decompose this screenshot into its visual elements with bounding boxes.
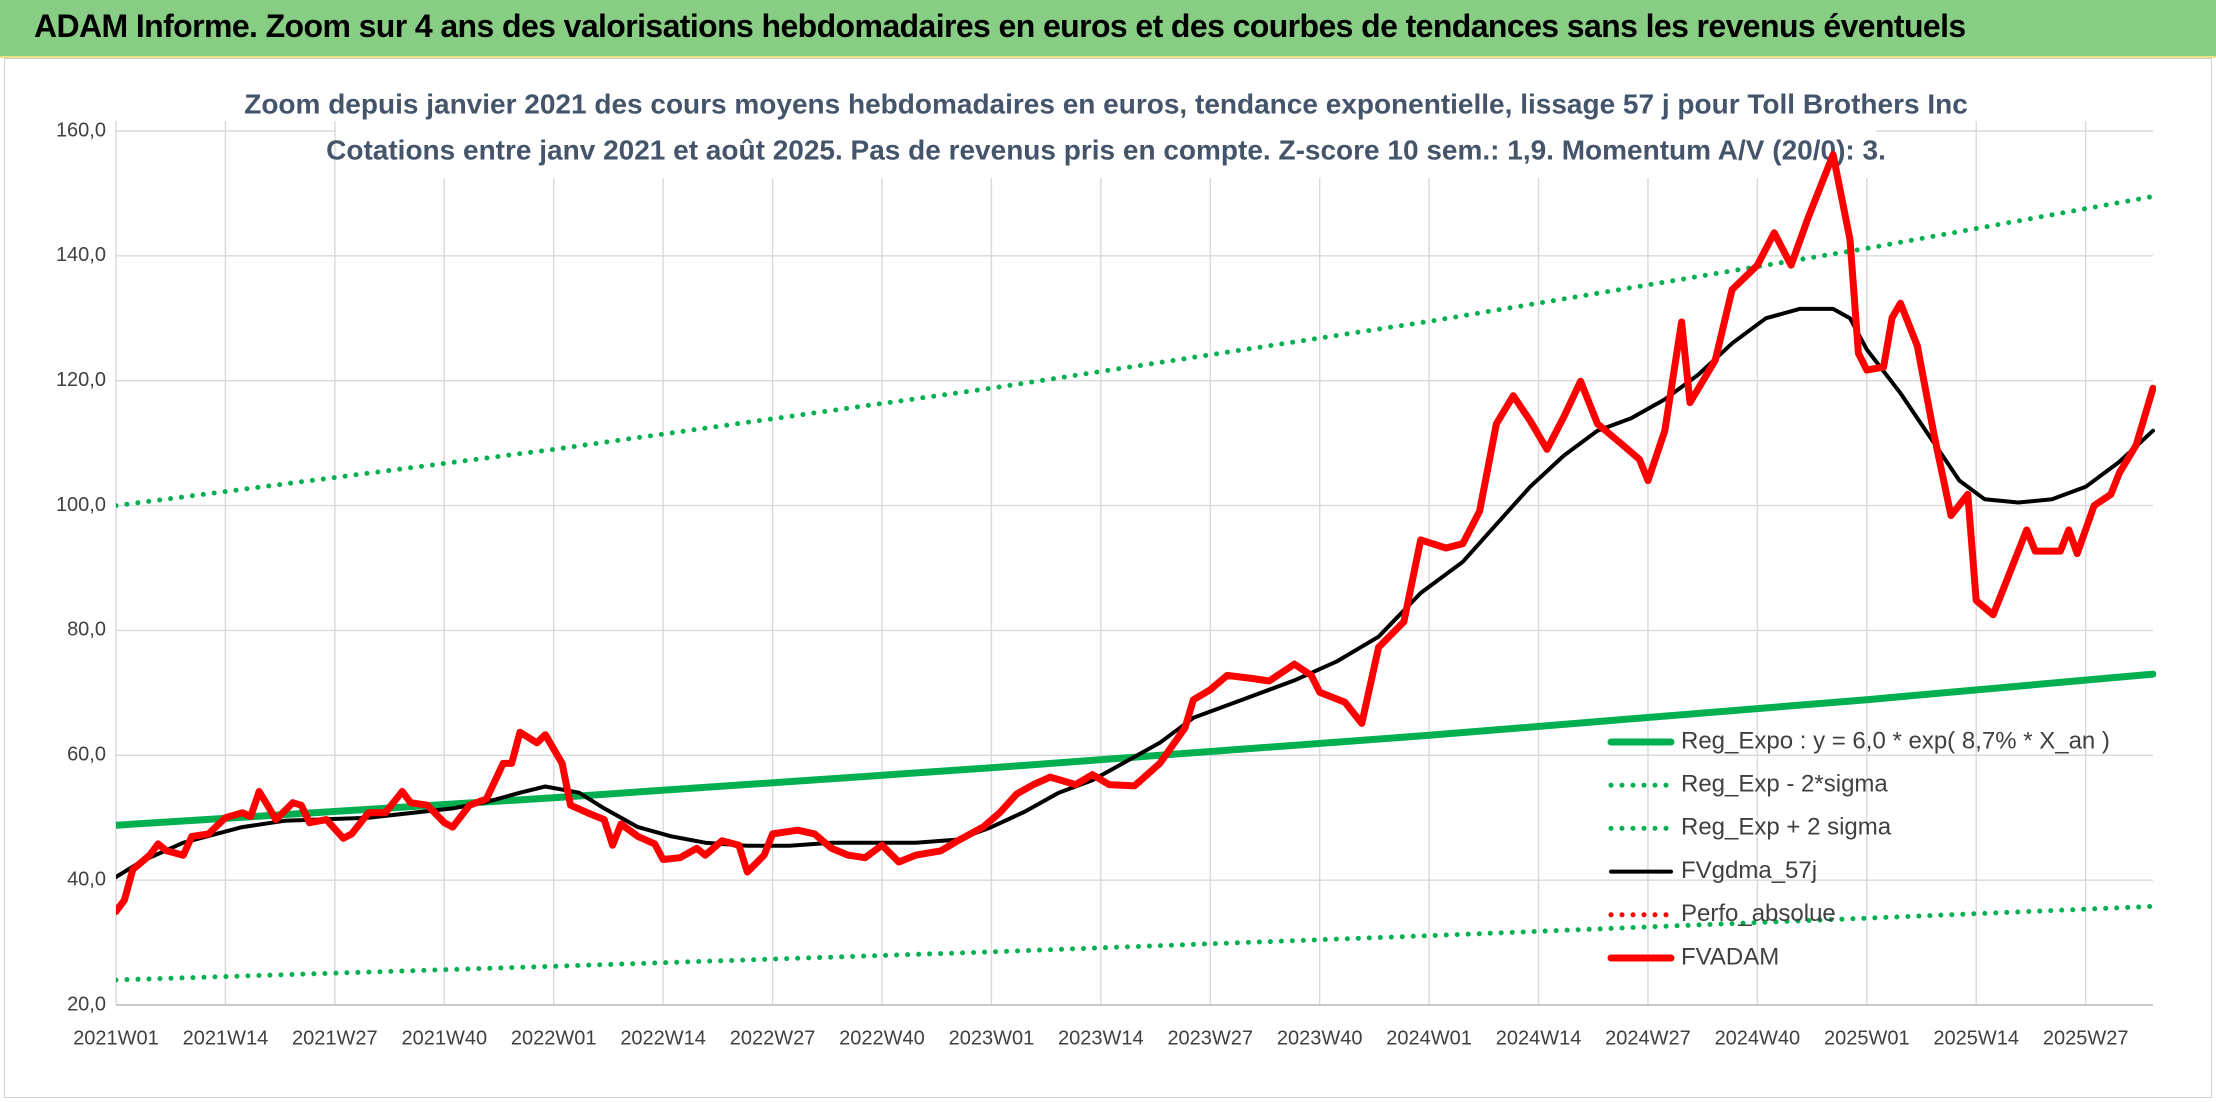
legend-label: FVADAM	[1681, 943, 1779, 970]
x-tick-label: 2023W01	[949, 1027, 1035, 1049]
y-tick-label: 120,0	[56, 369, 106, 391]
series-line	[116, 903, 2156, 983]
x-tick-label: 2024W27	[1605, 1027, 1691, 1049]
x-tick-label: 2022W14	[620, 1027, 706, 1049]
x-tick-label: 2021W40	[401, 1027, 487, 1049]
x-tick-label: 2024W01	[1386, 1027, 1472, 1049]
x-tick-label: 2024W14	[1496, 1027, 1582, 1049]
x-tick-label: 2022W27	[730, 1027, 816, 1049]
title-box	[336, 88, 1876, 178]
y-tick-label: 100,0	[56, 494, 106, 516]
y-tick-label: 160,0	[56, 119, 106, 141]
x-tick-label: 2025W14	[1933, 1027, 2019, 1049]
x-tick-label: 2023W14	[1058, 1027, 1144, 1049]
series-line	[116, 306, 2155, 879]
x-tick-label: 2025W01	[1824, 1027, 1910, 1049]
y-tick-label: 140,0	[56, 244, 106, 266]
banner: ADAM Informe. Zoom sur 4 ans des valoris…	[0, 0, 2216, 58]
y-tick-label: 20,0	[67, 993, 106, 1015]
legend-label: Reg_Expo : y = 6,0 * exp( 8,7% * X_an )	[1681, 727, 2110, 754]
legend-label: Reg_Exp - 2*sigma	[1681, 771, 1888, 798]
legend-label: Perfo_absolue	[1681, 900, 1836, 927]
frame	[4, 58, 2212, 1098]
y-tick-label: 60,0	[67, 744, 106, 766]
legend: Reg_Expo : y = 6,0 * exp( 8,7% * X_an ) R…	[1607, 727, 2110, 970]
legend-label: FVgdma_57j	[1681, 857, 1817, 884]
page-title: ADAM Informe. Zoom sur 4 ans des valoris…	[34, 8, 1966, 44]
grid: 20,0 40,0 60,0 80,0 100,0 120,0 140,0 160,0 2021…	[56, 119, 2153, 1049]
chart-subtitle: Cotations entre janv 2021 et août 2025. …	[326, 134, 1886, 165]
x-tick-label: 2022W40	[839, 1027, 925, 1049]
y-tick-label: 80,0	[67, 619, 106, 641]
x-tick-label: 2023W27	[1167, 1027, 1253, 1049]
plot	[116, 151, 2156, 983]
series-line	[116, 151, 2156, 915]
x-tick-label: 2022W01	[511, 1027, 597, 1049]
y-tick-label: 40,0	[67, 868, 106, 890]
x-tick-label: 2021W14	[183, 1027, 269, 1049]
x-tick-label: 2021W27	[292, 1027, 378, 1049]
chart-title: Zoom depuis janvier 2021 des cours moyen…	[244, 88, 1968, 119]
x-tick-label: 2023W40	[1277, 1027, 1363, 1049]
legend-label: Reg_Exp + 2 sigma	[1681, 814, 1892, 841]
x-tick-label: 2025W27	[2043, 1027, 2129, 1049]
x-tick-label: 2021W01	[73, 1027, 159, 1049]
x-tick-label: 2024W40	[1715, 1027, 1801, 1049]
